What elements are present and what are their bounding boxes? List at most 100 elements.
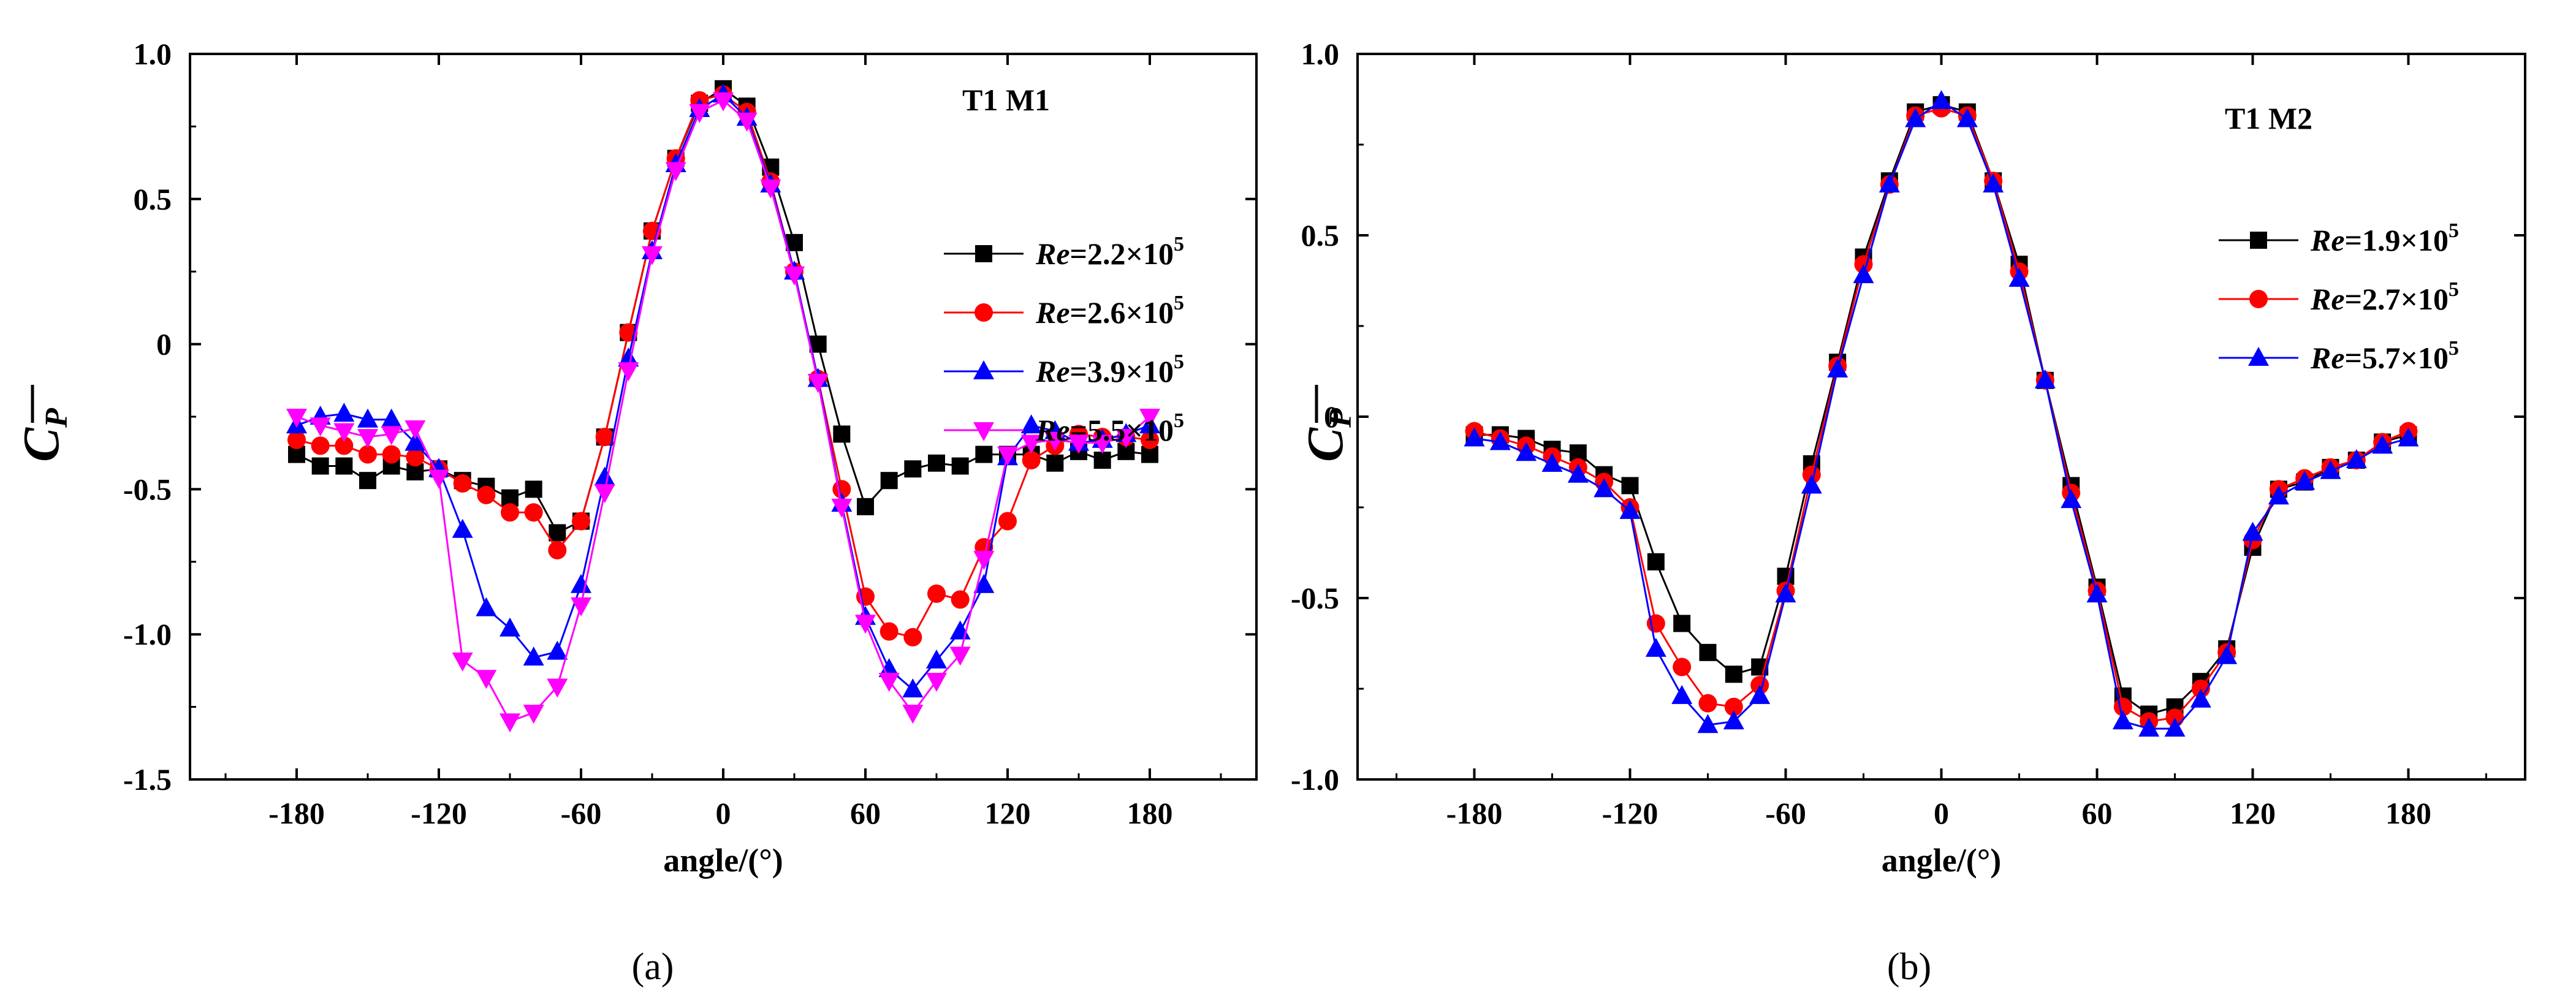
data-point <box>2008 268 2030 287</box>
data-point <box>1645 637 1666 657</box>
text-span: =2.2×10 <box>1070 237 1174 271</box>
legend-marker <box>2249 290 2268 308</box>
x-tick-label: 120 <box>2230 796 2276 830</box>
x-tick-label: 0 <box>716 796 731 830</box>
data-point <box>2242 521 2263 541</box>
data-point <box>642 246 663 265</box>
data-point <box>2112 710 2133 730</box>
data-point <box>1673 657 1692 676</box>
text-span: =1.9×10 <box>2345 223 2449 257</box>
text-span: Re <box>1035 354 1070 388</box>
data-point <box>973 574 995 593</box>
data-point <box>525 480 542 498</box>
data-point <box>1541 452 1563 472</box>
data-point <box>902 678 924 698</box>
text-span: =2.7×10 <box>2345 282 2449 316</box>
data-point <box>665 162 686 181</box>
data-point <box>736 112 758 132</box>
text-span: Re <box>1035 413 1070 447</box>
data-point <box>855 615 876 634</box>
panel-label: (a) <box>632 946 674 988</box>
series-line <box>296 93 1150 639</box>
data-point <box>548 540 567 559</box>
data-point <box>807 374 829 393</box>
data-point <box>713 92 734 112</box>
data-point <box>975 445 993 463</box>
series-line <box>1474 100 2409 730</box>
data-point <box>784 266 805 286</box>
data-point <box>1092 434 1113 454</box>
data-point <box>428 469 449 489</box>
data-point <box>1046 454 1064 472</box>
data-point <box>1905 108 1926 127</box>
data-point <box>1516 442 1537 461</box>
data-point <box>904 460 922 478</box>
data-point <box>1723 710 1744 730</box>
x-tick-label: -60 <box>1765 796 1806 830</box>
data-point <box>2164 718 2186 737</box>
x-axis-label: angle/(°) <box>663 842 783 879</box>
data-point <box>1647 553 1665 570</box>
data-point <box>595 428 614 447</box>
data-point <box>902 705 924 724</box>
y-axis-label: CP <box>1297 407 1358 462</box>
data-point <box>1594 478 1615 498</box>
data-point <box>2320 460 2341 479</box>
data-point <box>1093 452 1111 469</box>
x-tick-label: -180 <box>268 796 325 830</box>
data-point <box>501 503 519 522</box>
data-point <box>880 472 898 490</box>
data-point <box>594 466 615 486</box>
data-point <box>406 448 425 467</box>
data-point <box>2061 489 2082 509</box>
data-point <box>878 658 900 678</box>
data-point <box>1673 615 1691 632</box>
series-1 <box>288 80 1158 542</box>
data-point <box>1697 714 1719 733</box>
data-point <box>335 457 353 475</box>
data-point <box>1020 434 1042 454</box>
data-point <box>1983 173 2004 193</box>
data-point <box>2216 645 2238 664</box>
y-axis-label: CP <box>13 407 74 462</box>
series-line <box>296 93 1150 691</box>
data-point <box>381 408 402 428</box>
data-point <box>333 403 355 422</box>
data-point <box>477 485 496 504</box>
data-point <box>618 347 639 367</box>
data-point <box>2190 688 2211 708</box>
data-point <box>760 179 781 199</box>
legend-marker <box>2250 232 2267 249</box>
data-point <box>1464 427 1485 447</box>
chart-panel-a: -180 -120 -60 0 60 120 180 1.0 0.5 0 -0.5 -1.0 -1.5 a… <box>13 37 1258 879</box>
panel-label: (b) <box>1887 946 1931 988</box>
data-point <box>997 446 1018 466</box>
data-point <box>689 104 710 123</box>
data-point <box>1115 429 1137 449</box>
legend-entry: Re=5.7×105 <box>2310 337 2459 375</box>
y-tick-label: 0.5 <box>134 182 172 216</box>
data-point <box>1567 463 1589 483</box>
data-point <box>549 524 566 542</box>
data-point <box>1931 89 1952 109</box>
legend-marker <box>975 245 992 262</box>
legend-marker <box>973 360 994 379</box>
data-point <box>880 622 899 641</box>
text-span: =2.6×10 <box>1070 295 1174 330</box>
x-tick-label: 180 <box>2385 796 2431 830</box>
data-point <box>547 640 568 660</box>
data-point <box>381 426 402 445</box>
data-point <box>287 430 306 449</box>
data-point <box>524 503 543 522</box>
text-span: 5 <box>1174 409 1184 432</box>
y-tick-label: 1.0 <box>134 37 172 71</box>
series-2 <box>287 85 1159 646</box>
data-point <box>594 484 615 504</box>
legend-marker <box>973 422 994 441</box>
y-tick-label: -0.5 <box>1291 581 1339 615</box>
data-point <box>1853 264 1874 284</box>
data-point <box>1020 414 1042 434</box>
data-point <box>1671 684 1693 704</box>
data-point <box>335 436 354 455</box>
x-tick-label: 180 <box>1127 796 1173 830</box>
